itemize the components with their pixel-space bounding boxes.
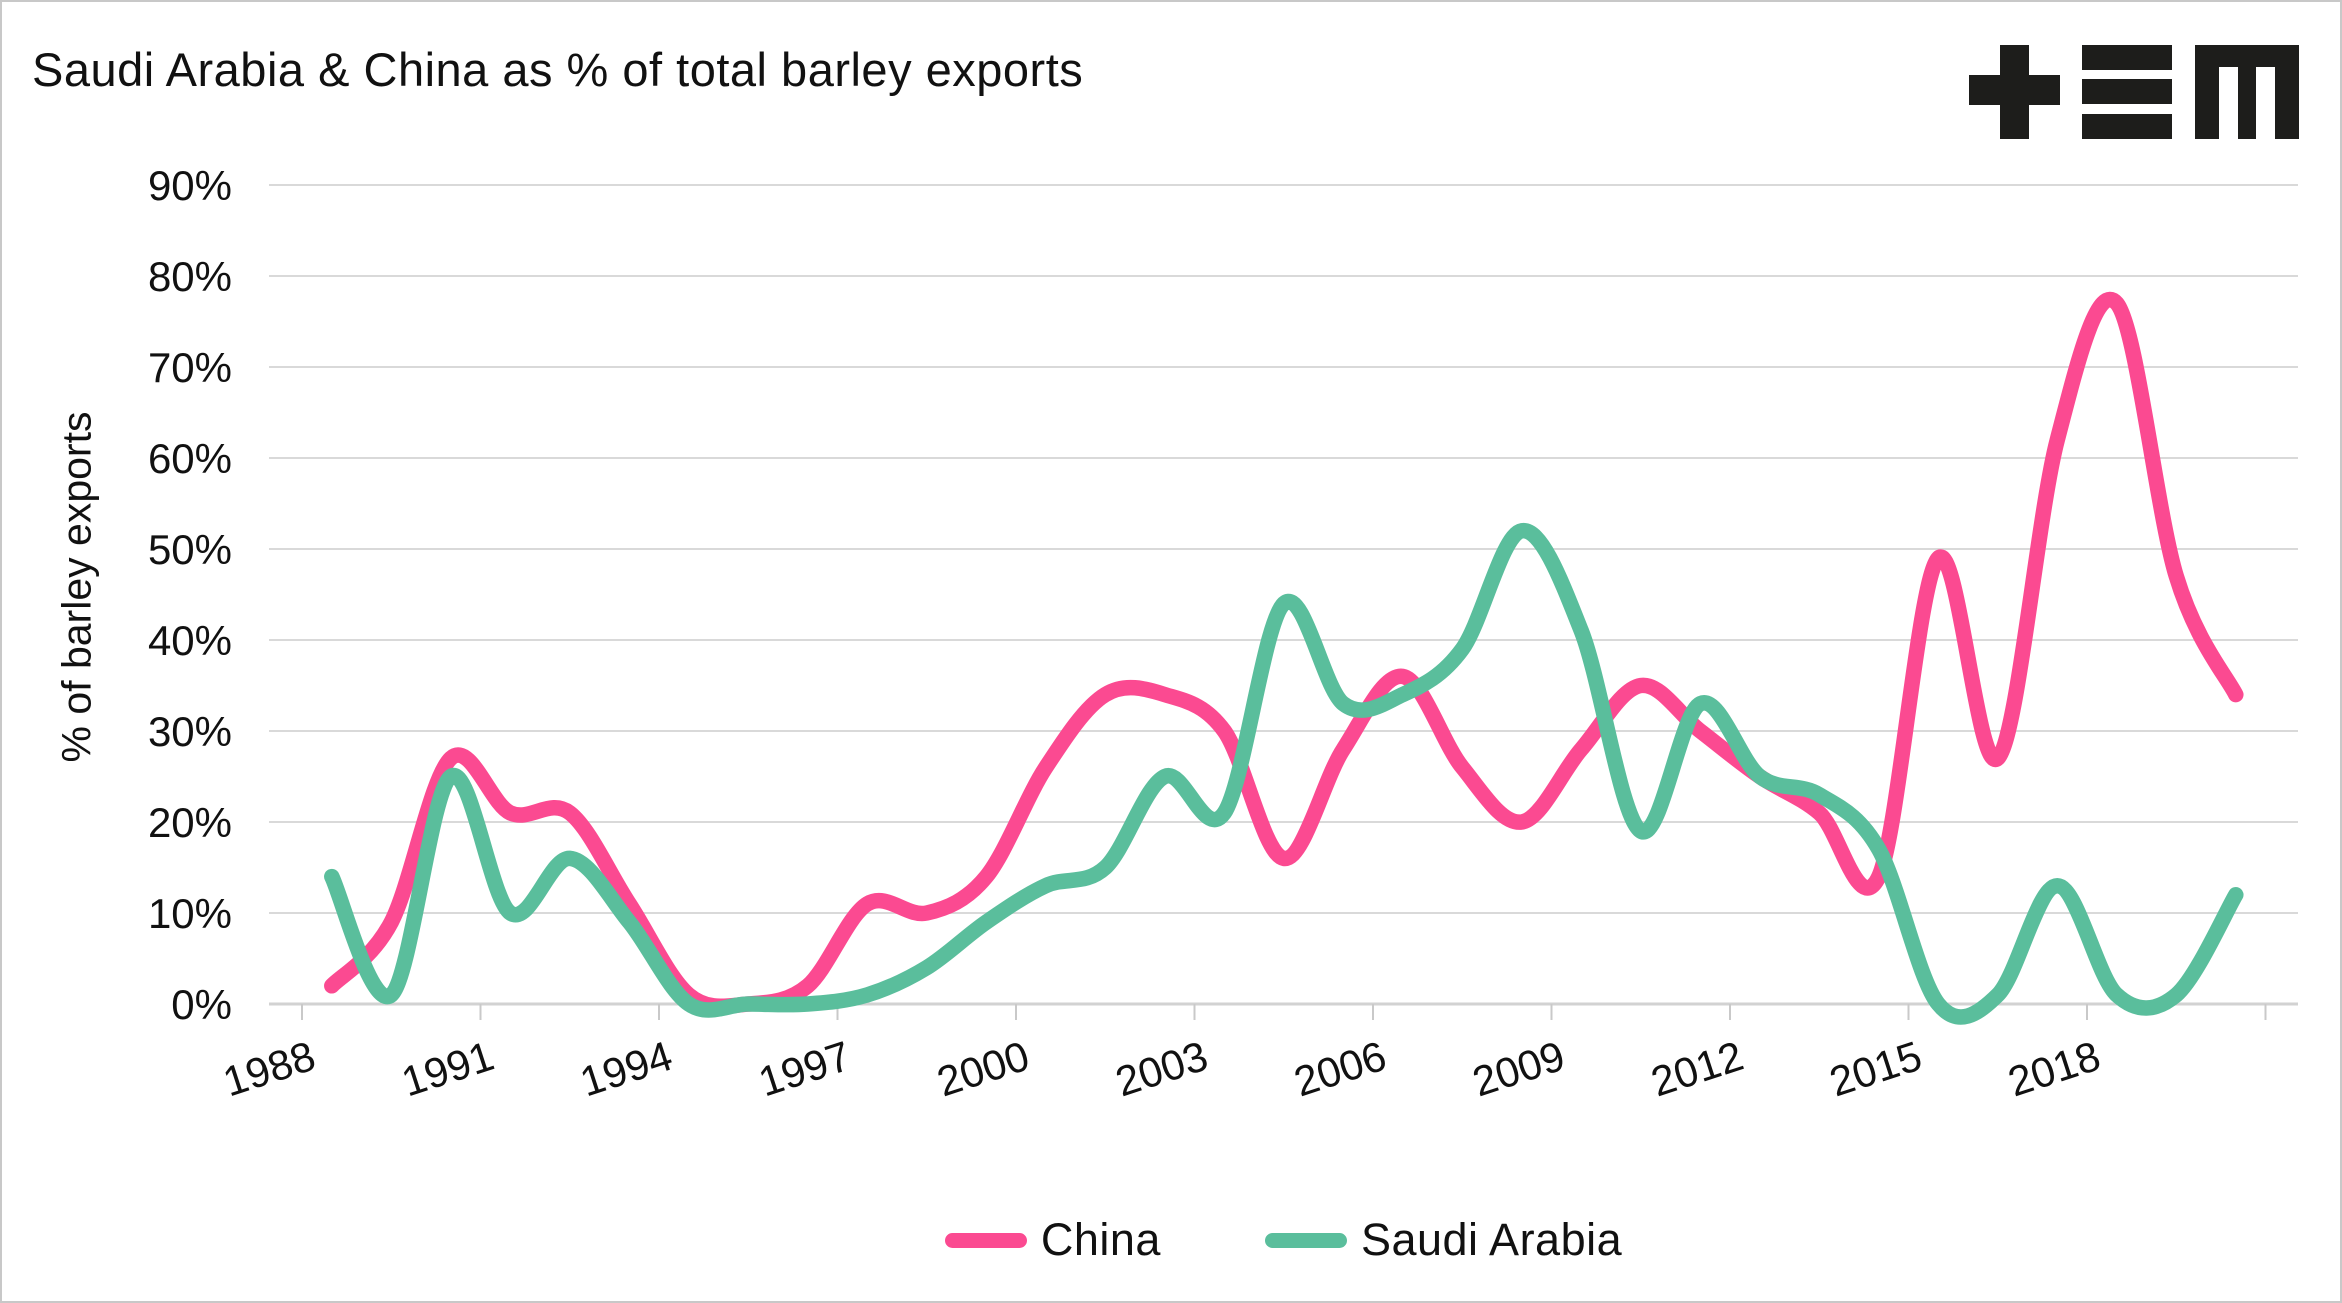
tem-logo xyxy=(1969,45,2299,139)
x-axis-tick-label: 2006 xyxy=(1288,1032,1391,1106)
x-axis-tick-label: 2009 xyxy=(1467,1032,1570,1106)
legend-label-saudi-arabia: Saudi Arabia xyxy=(1360,1214,1623,1265)
chart-title: Saudi Arabia & China as % of total barle… xyxy=(32,43,1084,96)
series-line-saudi-arabia xyxy=(324,523,2244,1025)
y-axis-tick-label: 30% xyxy=(148,708,232,755)
logo-m-icon xyxy=(2195,45,2299,139)
y-axis-tick-label: 60% xyxy=(148,435,232,482)
y-axis-tick-label: 70% xyxy=(148,344,232,391)
saudi-arabia-line-swatch xyxy=(1264,1232,1347,1248)
y-axis-tick-label: 40% xyxy=(148,617,232,664)
x-axis-tick-label: 1991 xyxy=(396,1032,499,1106)
logo-plus-icon xyxy=(1969,45,2060,139)
y-axis-tick-label: 50% xyxy=(148,526,232,573)
x-axis-tick-label: 2015 xyxy=(1824,1032,1927,1106)
logo-bars-icon xyxy=(2082,45,2172,139)
y-axis-tick-label: 80% xyxy=(148,253,232,300)
x-axis-tick-label: 2003 xyxy=(1110,1032,1213,1106)
y-axis-tick-label: 10% xyxy=(148,890,232,937)
x-axis-tick-label: 1994 xyxy=(574,1032,677,1106)
y-axis-tick-label: 0% xyxy=(171,981,232,1028)
x-axis-tick-label: 1988 xyxy=(217,1032,320,1106)
legend-item-china: China xyxy=(944,1214,1161,1266)
legend-label-china: China xyxy=(1040,1214,1161,1265)
china-line-swatch xyxy=(944,1232,1027,1248)
x-axis-tick-label: 1997 xyxy=(753,1032,856,1106)
y-axis-tick-label: 90% xyxy=(148,162,232,209)
x-axis-tick-label: 2018 xyxy=(2002,1032,2105,1106)
chart-legend: China Saudi Arabia xyxy=(269,1198,2298,1282)
y-axis-tick-label: 20% xyxy=(148,799,232,846)
x-axis-tick-label: 2012 xyxy=(1645,1032,1748,1106)
legend-item-saudi-arabia: Saudi Arabia xyxy=(1264,1214,1623,1266)
x-axis-tick-label: 2000 xyxy=(931,1032,1034,1106)
